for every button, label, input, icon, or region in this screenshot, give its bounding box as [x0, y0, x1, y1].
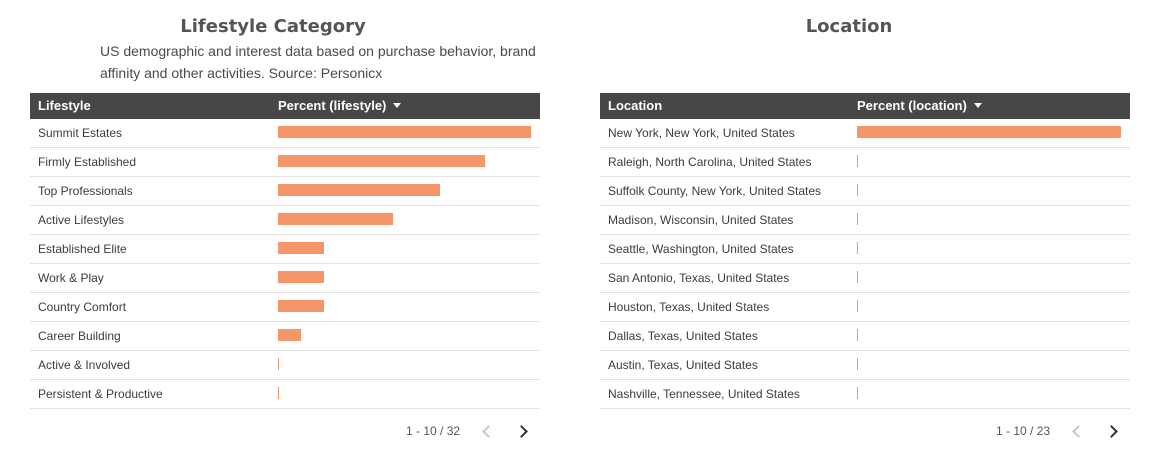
table-row[interactable]: New York, New York, United States — [600, 119, 1130, 148]
row-label: Established Elite — [38, 242, 127, 256]
percent-bar — [278, 358, 279, 370]
percent-bar — [278, 155, 485, 167]
lifestyle-prev-page-button[interactable] — [478, 421, 498, 441]
table-row[interactable]: Raleigh, North Carolina, United States — [600, 148, 1130, 177]
percent-bar — [857, 300, 858, 312]
lifestyle-description: US demographic and interest data based o… — [100, 43, 536, 81]
column-header-lifestyle[interactable]: Lifestyle — [38, 98, 91, 113]
percent-bar — [857, 155, 858, 167]
percent-bar — [278, 126, 531, 138]
row-label: San Antonio, Texas, United States — [608, 271, 790, 285]
percent-bar — [278, 271, 324, 283]
table-row[interactable]: Active & Involved — [30, 351, 540, 380]
percent-bar — [857, 184, 858, 196]
table-row[interactable]: Seattle, Washington, United States — [600, 235, 1130, 264]
percent-bar — [857, 271, 858, 283]
location-table-header: Location Percent (location) — [600, 93, 1130, 119]
percent-bar — [278, 184, 440, 196]
row-label: Dallas, Texas, United States — [608, 329, 758, 343]
table-row[interactable]: Active Lifestyles — [30, 206, 540, 235]
row-label: Austin, Texas, United States — [608, 358, 758, 372]
table-row[interactable]: Austin, Texas, United States — [600, 351, 1130, 380]
row-label: Madison, Wisconsin, United States — [608, 213, 794, 227]
table-row[interactable]: Summit Estates — [30, 119, 540, 148]
column-header-location[interactable]: Location — [608, 98, 663, 113]
percent-bar — [857, 387, 858, 399]
row-label: Seattle, Washington, United States — [608, 242, 794, 256]
lifestyle-pager-range: 1 - 10 / 32 — [406, 424, 461, 438]
percent-bar — [857, 329, 858, 341]
location-pager-range: 1 - 10 / 23 — [996, 424, 1051, 438]
row-label: Work & Play — [38, 271, 104, 285]
table-row[interactable]: Firmly Established — [30, 148, 540, 177]
location-next-page-button[interactable] — [1104, 421, 1124, 441]
row-label: Active & Involved — [38, 358, 131, 372]
column-header-percent-location-label: Percent (location) — [857, 98, 967, 113]
table-row[interactable]: Top Professionals — [30, 177, 540, 206]
row-label: Raleigh, North Carolina, United States — [608, 155, 812, 169]
percent-bar — [857, 126, 1121, 138]
lifestyle-table-header: Lifestyle Percent (lifestyle) — [30, 93, 540, 119]
percent-bar — [278, 242, 324, 254]
column-header-percent-lifestyle-label: Percent (lifestyle) — [278, 98, 387, 113]
percent-bar — [857, 242, 858, 254]
table-row[interactable]: Dallas, Texas, United States — [600, 322, 1130, 351]
row-label: New York, New York, United States — [608, 126, 795, 140]
lifestyle-rows: Summit Estates Firmly Established Top Prof… — [30, 119, 540, 409]
row-label: Summit Estates — [38, 126, 123, 140]
table-row[interactable]: Suffolk County, New York, United States — [600, 177, 1130, 206]
row-label: Country Comfort — [38, 300, 127, 314]
table-row[interactable]: Career Building — [30, 322, 540, 351]
percent-bar — [278, 329, 301, 341]
sort-descending-icon[interactable] — [393, 103, 402, 109]
chevron-right-icon — [515, 425, 528, 438]
percent-bar — [278, 300, 324, 312]
row-label: Suffolk County, New York, United States — [608, 184, 822, 198]
lifestyle-next-page-button[interactable] — [514, 421, 534, 441]
lifestyle-title: Lifestyle Category — [180, 16, 366, 37]
table-row[interactable]: Madison, Wisconsin, United States — [600, 206, 1130, 235]
table-row[interactable]: Houston, Texas, United States — [600, 293, 1130, 322]
location-rows: New York, New York, United States Raleigh… — [600, 119, 1130, 409]
column-header-percent-location[interactable]: Percent (location) — [857, 93, 982, 119]
chevron-right-icon — [1105, 425, 1118, 438]
column-header-percent-lifestyle[interactable]: Percent (lifestyle) — [278, 93, 402, 119]
row-label: Active Lifestyles — [38, 213, 125, 227]
sort-descending-icon[interactable] — [973, 103, 982, 109]
lifestyle-table: Lifestyle Percent (lifestyle) Summit Est… — [30, 93, 540, 409]
table-row[interactable]: San Antonio, Texas, United States — [600, 264, 1130, 293]
location-title: Location — [805, 16, 893, 37]
row-label: Top Professionals — [38, 184, 133, 198]
table-row[interactable]: Persistent & Productive — [30, 380, 540, 409]
row-label: Firmly Established — [38, 155, 137, 169]
row-label: Career Building — [38, 329, 121, 343]
row-label: Nashville, Tennessee, United States — [608, 387, 800, 401]
chevron-left-icon — [482, 425, 495, 438]
percent-bar — [278, 387, 279, 399]
location-prev-page-button[interactable] — [1068, 421, 1088, 441]
table-row[interactable]: Country Comfort — [30, 293, 540, 322]
table-row[interactable]: Established Elite — [30, 235, 540, 264]
chevron-left-icon — [1072, 425, 1085, 438]
percent-bar — [857, 213, 858, 225]
percent-bar — [278, 213, 393, 225]
table-row[interactable]: Work & Play — [30, 264, 540, 293]
row-label: Persistent & Productive — [38, 387, 163, 401]
percent-bar — [857, 358, 858, 370]
location-table: Location Percent (location) New York, Ne… — [600, 93, 1130, 409]
table-row[interactable]: Nashville, Tennessee, United States — [600, 380, 1130, 409]
row-label: Houston, Texas, United States — [608, 300, 770, 314]
